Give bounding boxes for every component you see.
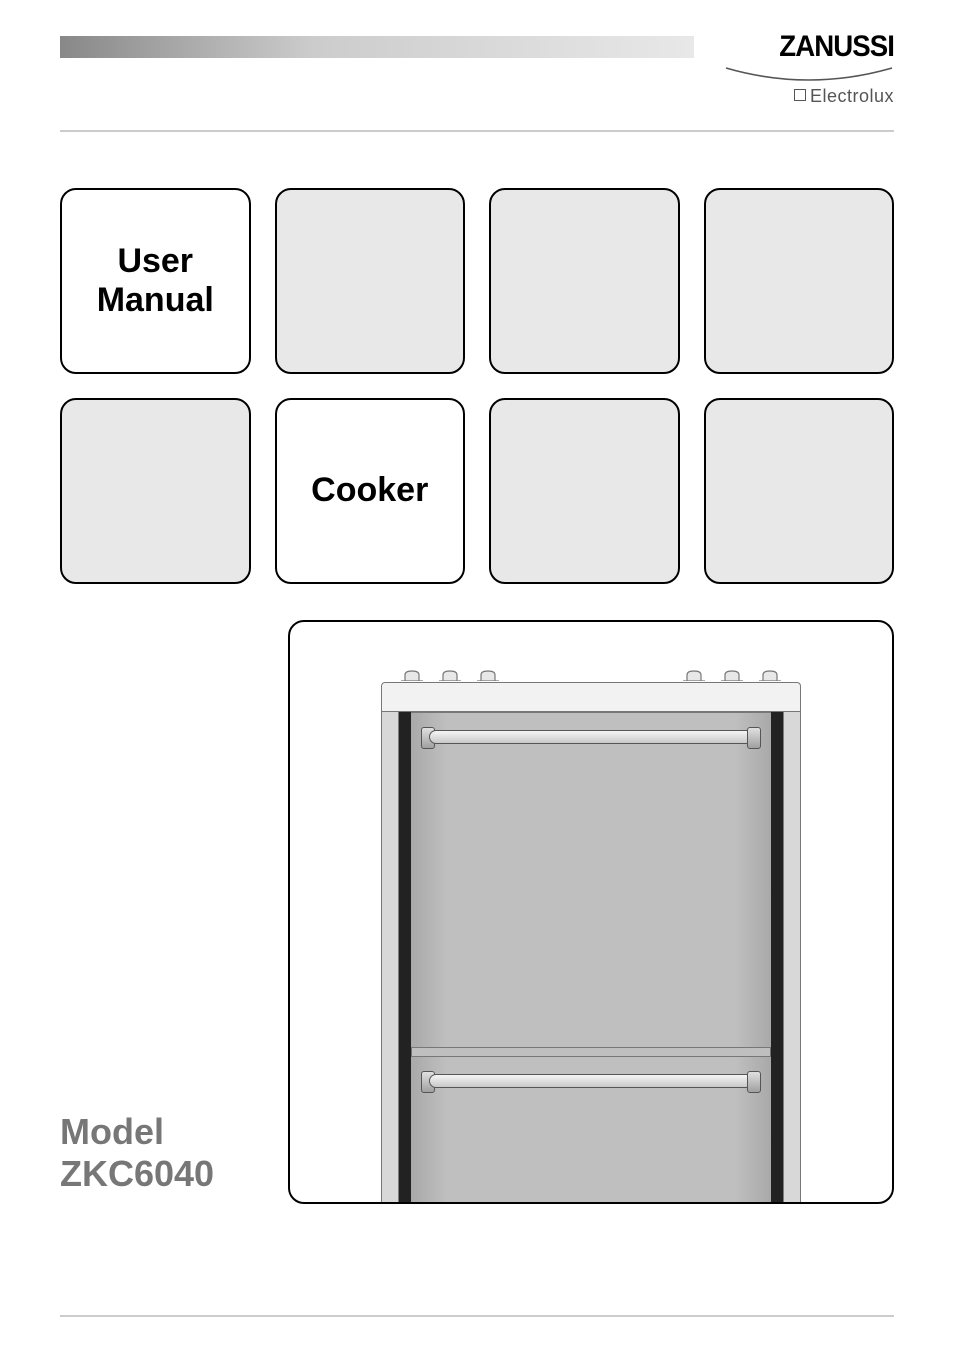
card-user-manual: User Manual <box>60 188 251 374</box>
brand-secondary-text: Electrolux <box>810 86 894 106</box>
card-cooker-text: Cooker <box>311 471 428 510</box>
card-user-manual-text: User Manual <box>97 242 214 320</box>
handle-bar <box>429 1074 753 1088</box>
brand-arc <box>724 66 894 84</box>
divider-bottom <box>60 1315 894 1317</box>
oven-handle-bottom <box>419 1070 763 1094</box>
knob-group-right <box>683 668 781 682</box>
header: ZANUSSI Electrolux <box>60 30 894 110</box>
card-grid: User Manual Cooker <box>60 188 894 584</box>
model-value: ZKC6040 <box>60 1153 264 1194</box>
cooker-body <box>381 712 801 1202</box>
door-edge <box>411 1047 771 1048</box>
card-empty-6 <box>704 398 895 584</box>
model-block: Model ZKC6040 <box>60 1111 264 1204</box>
knob-icon <box>759 668 781 680</box>
door-edge <box>411 712 771 713</box>
knob-row <box>381 668 801 682</box>
page: ZANUSSI Electrolux User Manual Cooker M <box>0 0 954 1234</box>
handle-bar <box>429 730 753 744</box>
card-empty-1 <box>275 188 466 374</box>
model-label: Model <box>60 1111 264 1152</box>
card-cooker: Cooker <box>275 398 466 584</box>
knob-icon <box>401 668 423 680</box>
knob-group-left <box>401 668 499 682</box>
product-row: Model ZKC6040 <box>60 620 894 1204</box>
electrolux-icon <box>794 89 806 101</box>
knob-icon <box>721 668 743 680</box>
oven-door-bottom <box>411 1056 771 1202</box>
card-empty-4 <box>60 398 251 584</box>
card-empty-2 <box>489 188 680 374</box>
brand-primary: ZANUSSI <box>738 30 894 64</box>
knob-icon <box>683 668 705 680</box>
oven-door-top <box>411 712 771 1048</box>
door-edge <box>411 1056 771 1057</box>
cooker-illustration <box>381 682 801 1202</box>
brand-block: ZANUSSI Electrolux <box>724 30 894 107</box>
header-gradient-bar <box>60 36 694 58</box>
handle-bracket <box>747 1071 761 1093</box>
oven-handle-top <box>419 726 763 750</box>
card-empty-3 <box>704 188 895 374</box>
brand-secondary: Electrolux <box>724 86 894 107</box>
knob-icon <box>439 668 461 680</box>
knob-icon <box>477 668 499 680</box>
card-empty-5 <box>489 398 680 584</box>
handle-bracket <box>747 727 761 749</box>
divider-top <box>60 130 894 132</box>
cooker-control-panel <box>381 682 801 712</box>
product-illustration-card <box>288 620 894 1204</box>
